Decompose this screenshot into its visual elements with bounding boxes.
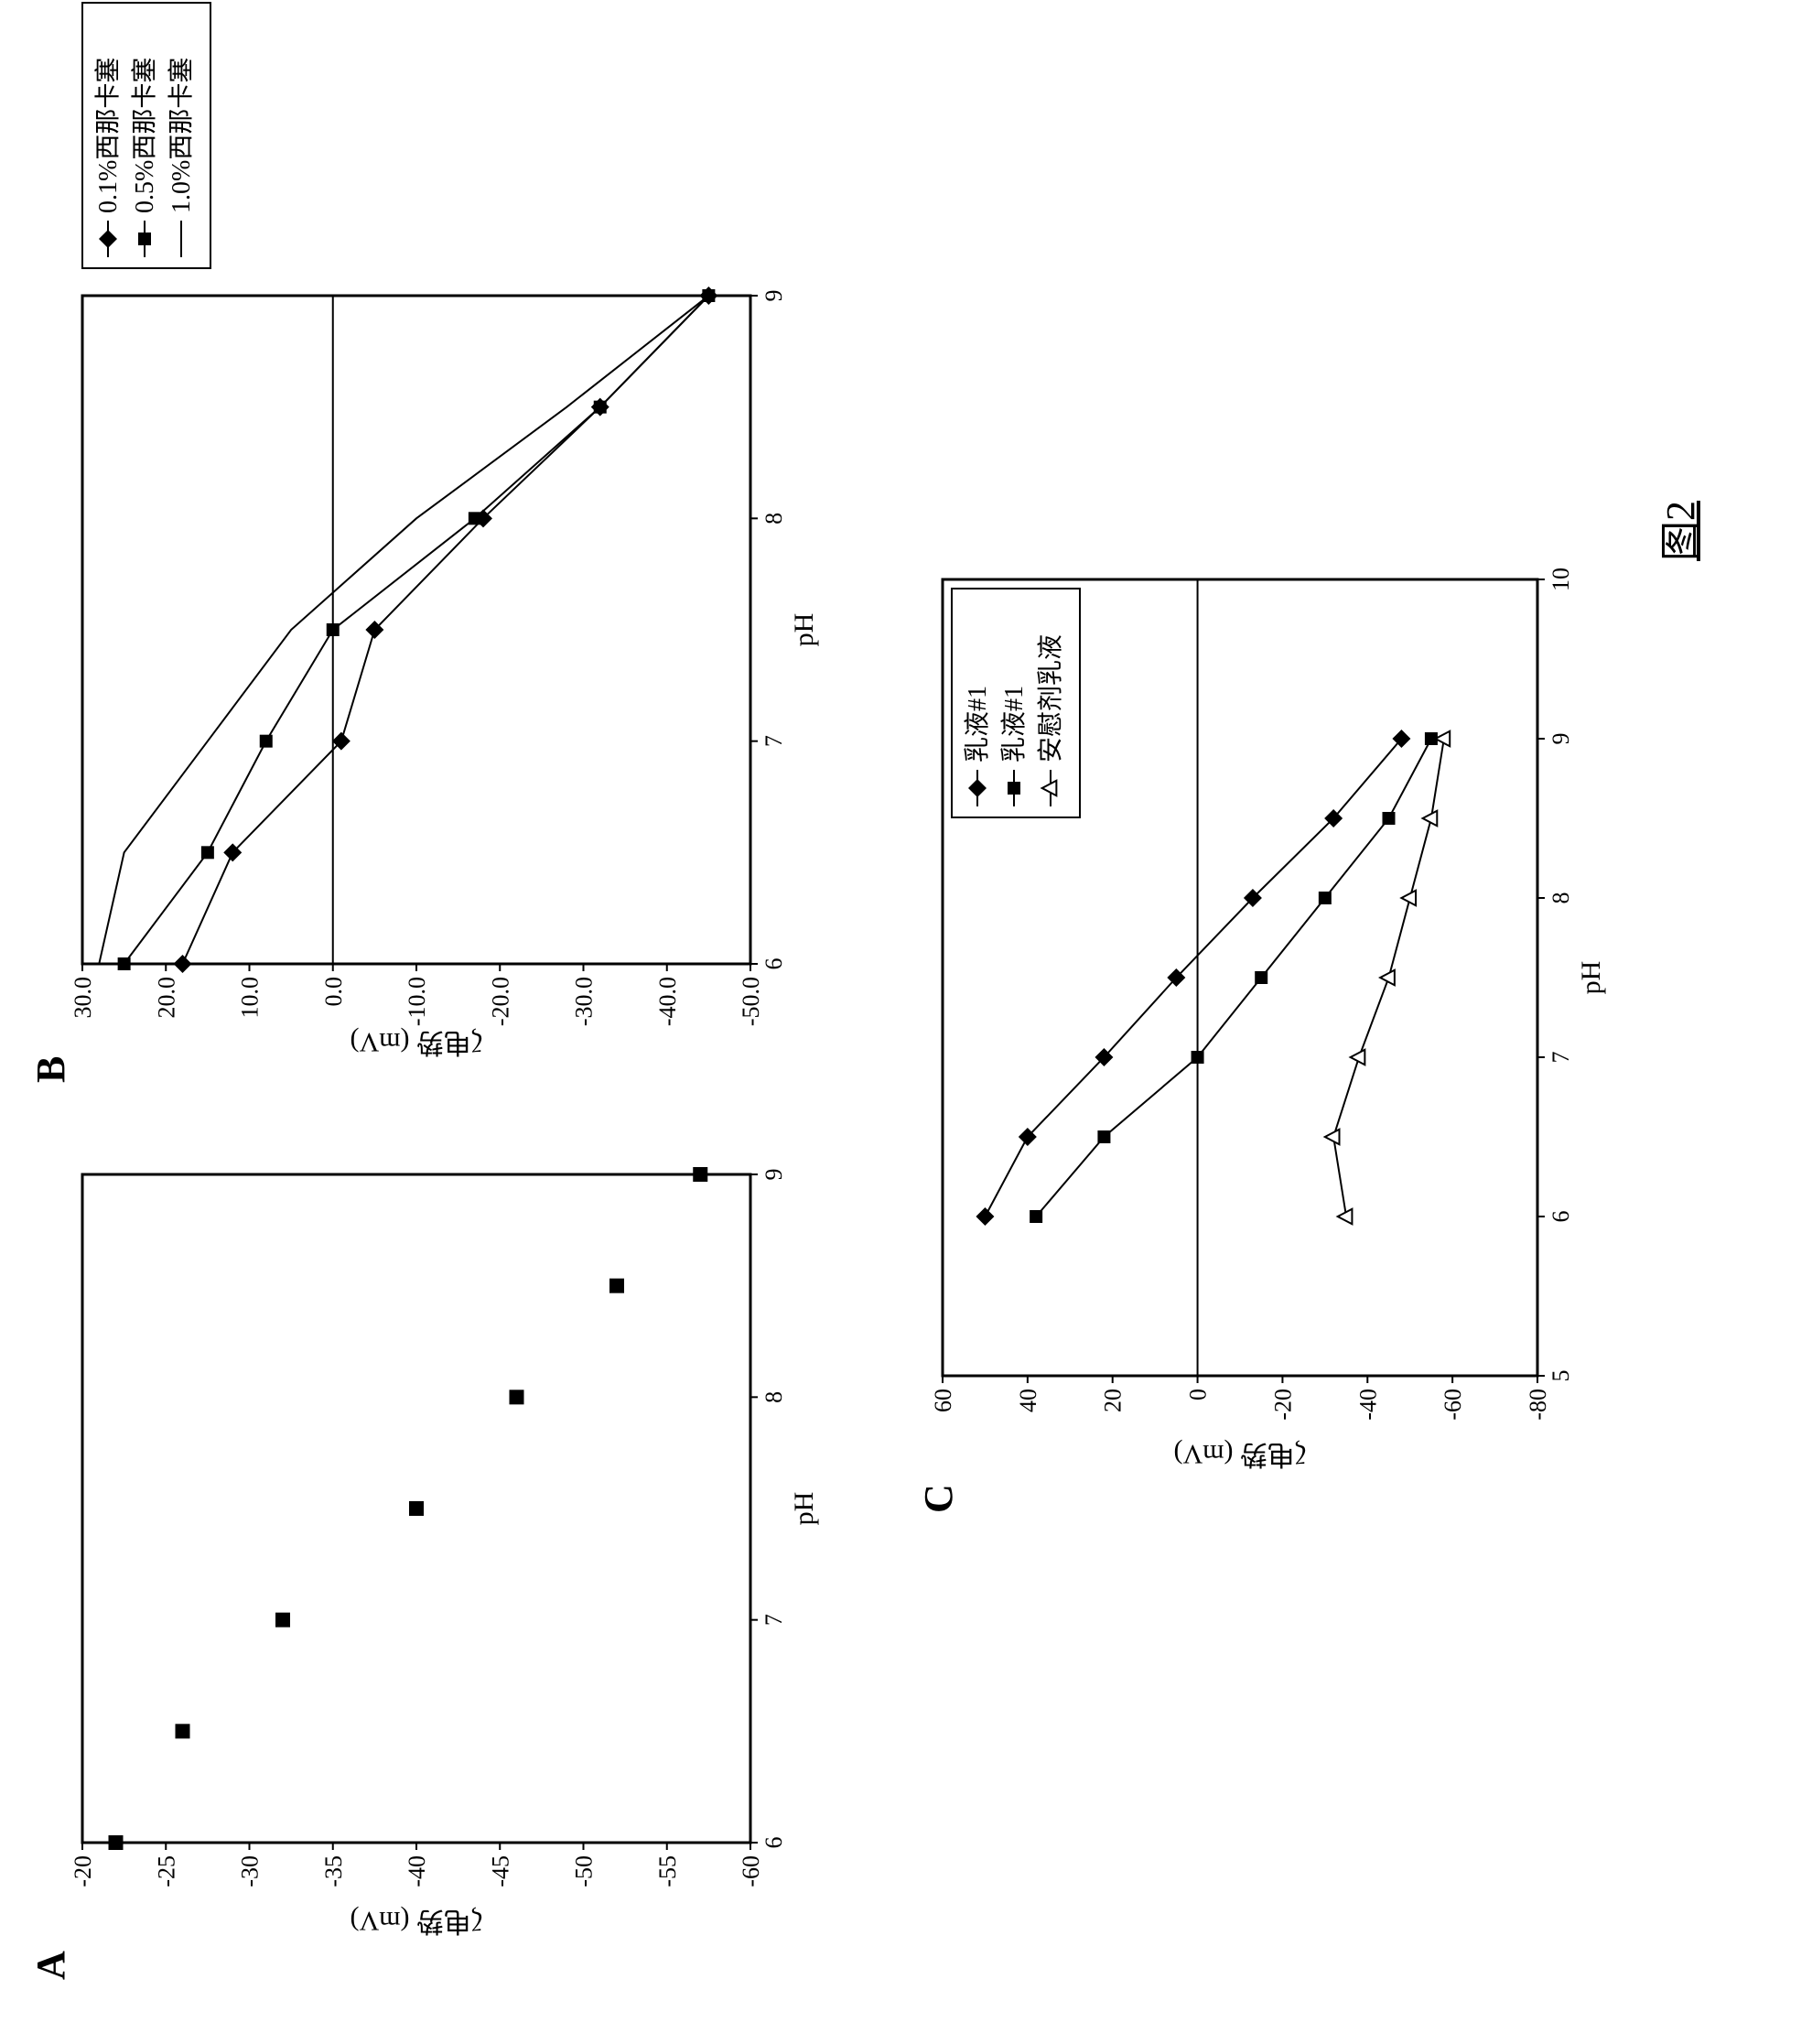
svg-text:-20: -20 xyxy=(1269,1389,1296,1421)
svg-text:-50: -50 xyxy=(571,1855,598,1887)
svg-text:乳液#1: 乳液#1 xyxy=(963,686,992,762)
svg-text:10.0: 10.0 xyxy=(237,977,264,1019)
svg-text:7: 7 xyxy=(760,735,787,747)
svg-text:7: 7 xyxy=(1548,1052,1574,1064)
svg-text:0.0: 0.0 xyxy=(320,977,347,1007)
svg-text:1.0%西那卡塞: 1.0%西那卡塞 xyxy=(167,58,196,213)
svg-text:-30.0: -30.0 xyxy=(571,977,598,1026)
svg-text:6: 6 xyxy=(1548,1211,1574,1223)
page: A -60 -55 -50 -45 -40 -35 -30 -25 -20 6 7 8 9 pH ζ电势 (… xyxy=(0,0,1801,2044)
svg-text:7: 7 xyxy=(760,1614,787,1626)
svg-text:6: 6 xyxy=(760,958,787,970)
svg-text:pH: pH xyxy=(789,1492,819,1526)
svg-text:-40.0: -40.0 xyxy=(654,977,681,1026)
svg-text:-50.0: -50.0 xyxy=(738,977,764,1026)
svg-text:9: 9 xyxy=(760,290,787,302)
svg-text:-20: -20 xyxy=(70,1855,96,1887)
svg-text:20: 20 xyxy=(1100,1389,1127,1412)
svg-text:-35: -35 xyxy=(320,1855,347,1887)
svg-text:20.0: 20.0 xyxy=(153,977,179,1019)
svg-text:-30: -30 xyxy=(237,1855,264,1887)
svg-text:5: 5 xyxy=(1548,1370,1574,1382)
figure-caption: 图2 xyxy=(1647,501,1706,561)
panel-c-label: C xyxy=(915,1484,962,1513)
svg-text:8: 8 xyxy=(1548,892,1574,904)
panel-b-chart: -50.0 -40.0 -30.0 -20.0 -10.0 0.0 10.0 20.0 30.0… xyxy=(64,0,924,1065)
svg-text:8: 8 xyxy=(760,513,787,525)
panel-c-chart: -80 -60 -40 -20 0 20 40 60 5 6 7 8 9 10 pH ζ电势 (mV) 乳液#1… xyxy=(924,561,1711,1476)
svg-text:-40: -40 xyxy=(404,1855,430,1887)
svg-text:ζ电势 (mV): ζ电势 (mV) xyxy=(350,1027,483,1057)
svg-text:-60: -60 xyxy=(1440,1389,1466,1421)
svg-text:40: 40 xyxy=(1015,1389,1041,1412)
svg-text:ζ电势 (mV): ζ电势 (mV) xyxy=(350,1906,483,1936)
panel-a-chart: -60 -55 -50 -45 -40 -35 -30 -25 -20 6 7 8 9 pH ζ电势 (mV… xyxy=(64,1156,924,1943)
svg-text:乳液#1: 乳液#1 xyxy=(999,686,1029,762)
svg-text:-45: -45 xyxy=(487,1855,513,1887)
svg-text:0.5%西那卡塞: 0.5%西那卡塞 xyxy=(130,58,159,213)
rotated-canvas: A -60 -55 -50 -45 -40 -35 -30 -25 -20 6 7 8 9 pH ζ电势 (… xyxy=(0,0,1801,2044)
svg-text:pH: pH xyxy=(1576,961,1606,995)
svg-text:0.1%西那卡塞: 0.1%西那卡塞 xyxy=(93,58,123,213)
svg-text:pH: pH xyxy=(789,613,819,647)
svg-text:-20.0: -20.0 xyxy=(487,977,513,1026)
svg-text:-25: -25 xyxy=(153,1855,179,1887)
svg-text:30.0: 30.0 xyxy=(70,977,96,1019)
svg-text:6: 6 xyxy=(760,1837,787,1849)
svg-text:-55: -55 xyxy=(654,1855,681,1887)
svg-text:-10.0: -10.0 xyxy=(404,977,430,1026)
svg-text:8: 8 xyxy=(760,1391,787,1403)
svg-text:60: 60 xyxy=(930,1389,956,1412)
svg-text:10: 10 xyxy=(1548,568,1574,591)
svg-text:ζ电势 (mV): ζ电势 (mV) xyxy=(1174,1439,1307,1469)
svg-text:-80: -80 xyxy=(1525,1389,1551,1421)
svg-text:-40: -40 xyxy=(1354,1389,1381,1421)
svg-text:0: 0 xyxy=(1185,1389,1212,1401)
svg-text:9: 9 xyxy=(1548,733,1574,745)
svg-text:安慰剂乳液: 安慰剂乳液 xyxy=(1036,634,1065,762)
panel-a-label: A xyxy=(27,1951,74,1980)
svg-text:-60: -60 xyxy=(738,1855,764,1887)
svg-text:9: 9 xyxy=(760,1169,787,1181)
